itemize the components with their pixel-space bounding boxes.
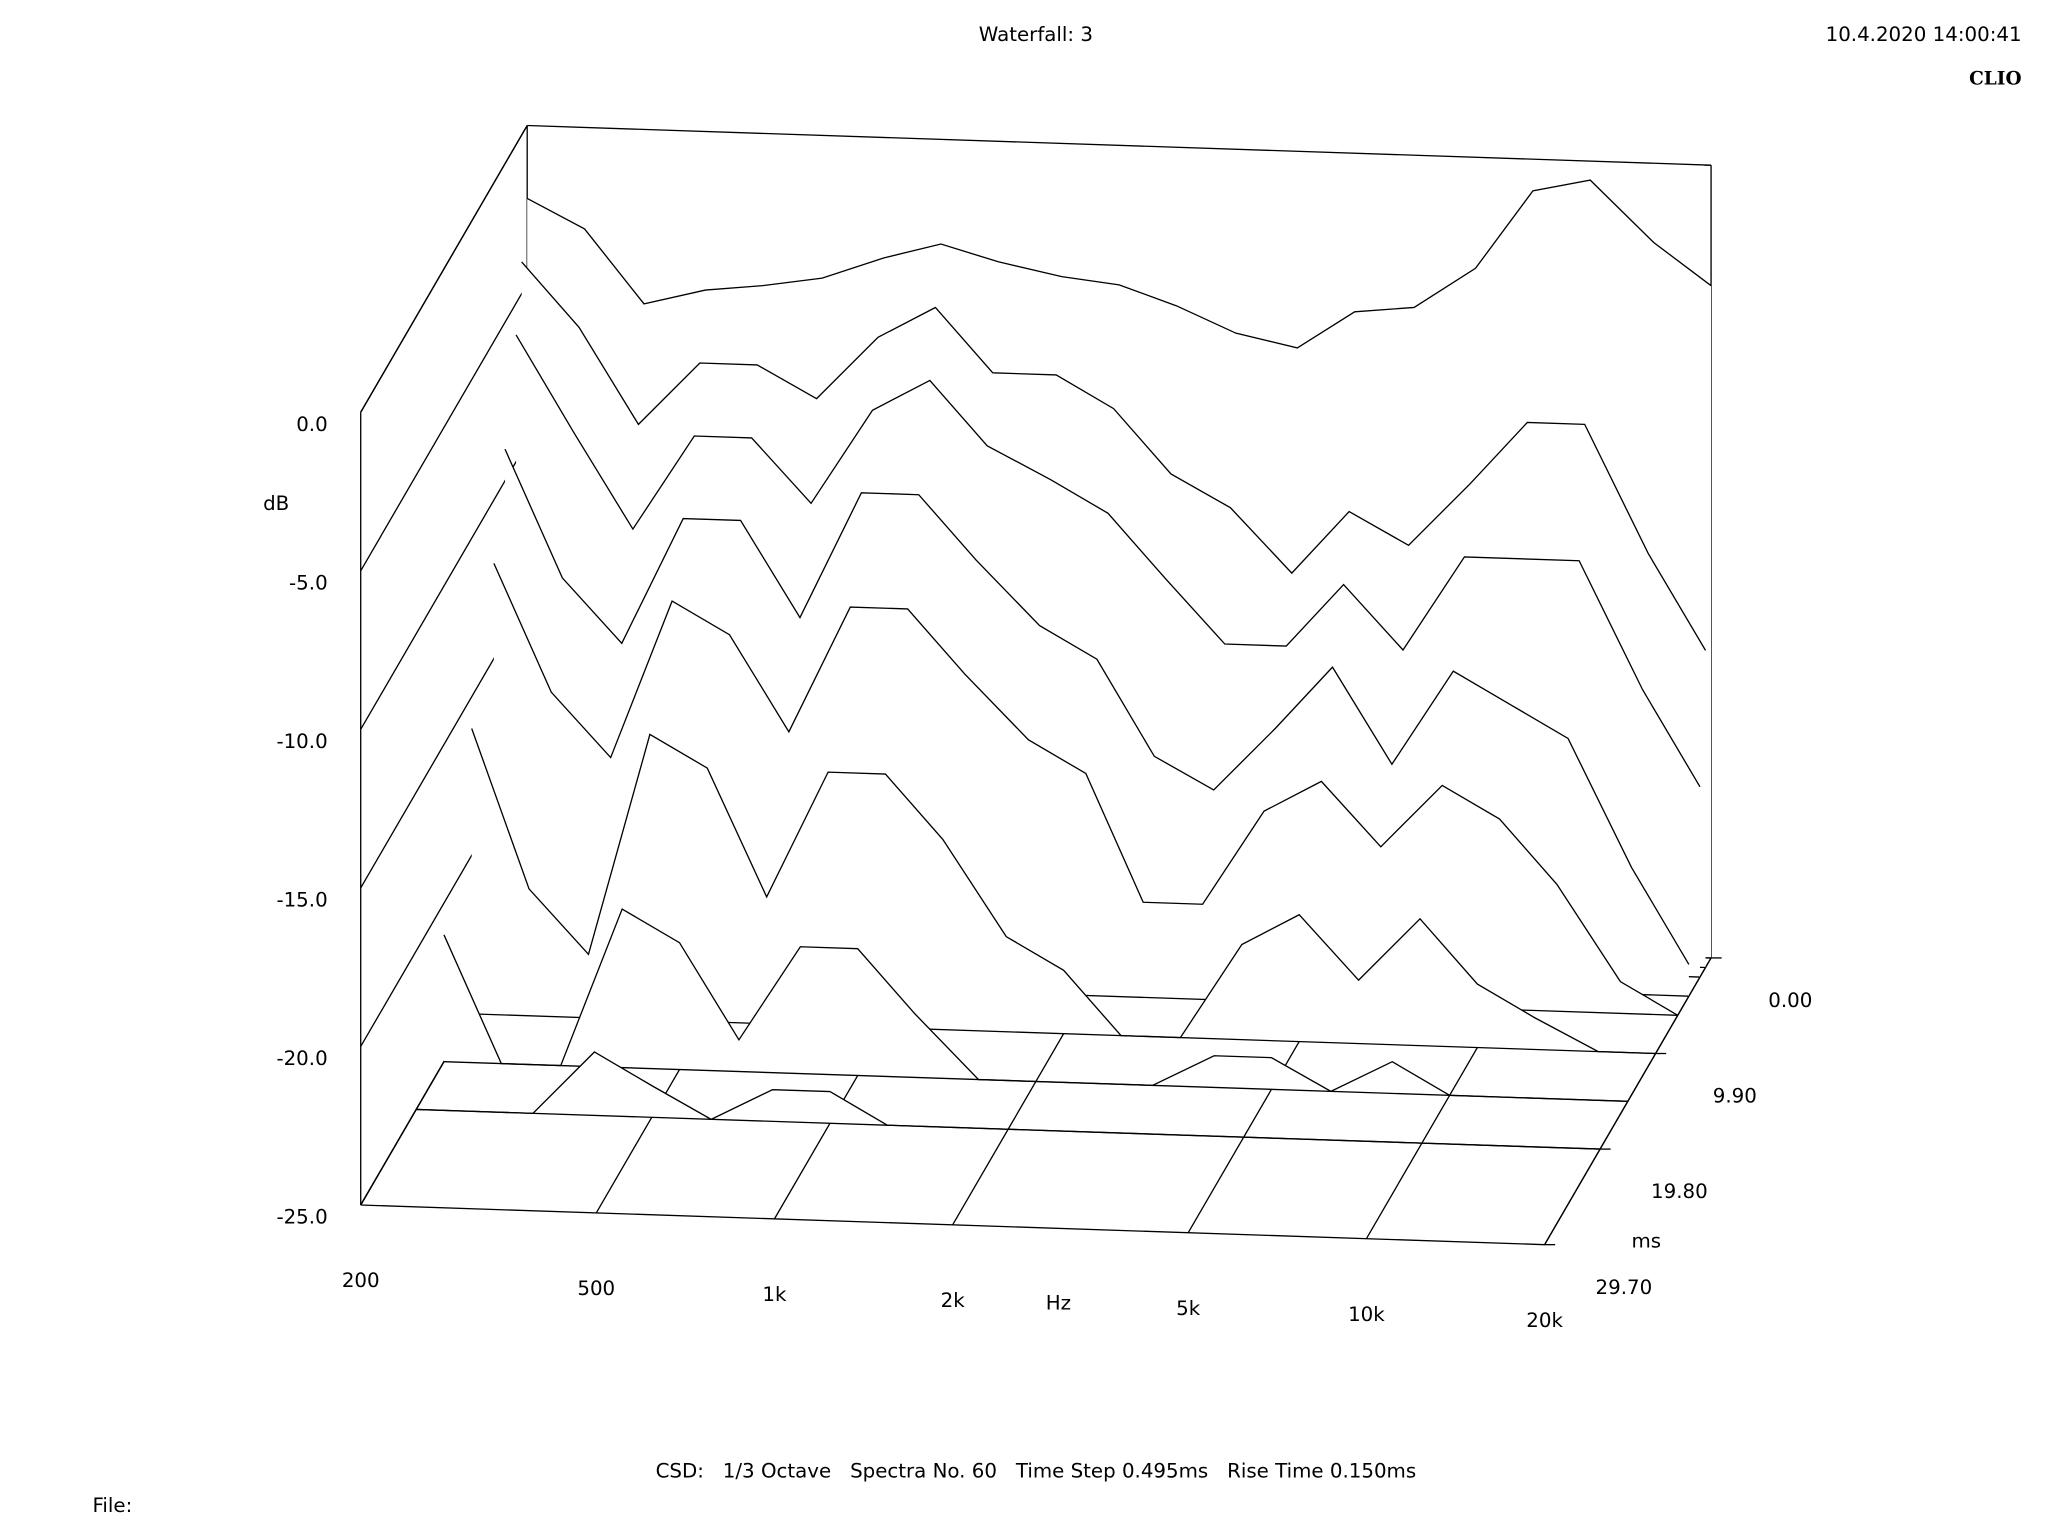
x-tick-label: 1k bbox=[762, 1283, 787, 1306]
spectrum-slice bbox=[471, 728, 1656, 1055]
floor-edge bbox=[360, 1204, 1545, 1246]
brand: CLIO bbox=[1969, 68, 2021, 89]
z-tick-label: 0.00 bbox=[1768, 989, 1812, 1012]
z-tick-label: 9.90 bbox=[1713, 1085, 1757, 1108]
x-tick-label: 20k bbox=[1526, 1309, 1563, 1332]
spectrum-slice bbox=[443, 908, 1628, 1102]
x-tick-label: 5k bbox=[1176, 1297, 1201, 1320]
wall-edge bbox=[527, 124, 1712, 166]
z-tick-label: 29.70 bbox=[1596, 1276, 1653, 1299]
z-axis-label: ms bbox=[1632, 1230, 1662, 1253]
slice-fill bbox=[443, 909, 1628, 1102]
x-tick-label: 10k bbox=[1348, 1303, 1385, 1326]
y-tick-label: -5.0 bbox=[289, 572, 328, 595]
grid-line bbox=[360, 283, 528, 572]
slice-fill bbox=[416, 1051, 1601, 1150]
spectrum-slice bbox=[521, 261, 1707, 651]
x-axis-label: Hz bbox=[1046, 1292, 1071, 1315]
grid-line bbox=[360, 442, 528, 730]
spectrum-slice bbox=[504, 448, 1690, 965]
timestamp: 10.4.2020 14:00:41 bbox=[1826, 23, 2022, 46]
y-tick-label: -25.0 bbox=[276, 1206, 327, 1229]
y-tick-label: -20.0 bbox=[276, 1047, 327, 1070]
footnote: CSD: 1/3 Octave Spectra No. 60 Time Step… bbox=[656, 1459, 1417, 1482]
slice-fill bbox=[471, 728, 1656, 1054]
y-tick-label: -10.0 bbox=[276, 730, 327, 753]
y-tick-label: 0.0 bbox=[296, 413, 327, 436]
y-axis-label: dB bbox=[263, 492, 289, 515]
grid-line bbox=[360, 125, 528, 413]
grid-line bbox=[1544, 957, 1712, 1245]
spectrum-slice bbox=[493, 563, 1679, 1016]
spectrum-slice bbox=[526, 179, 1712, 349]
chart-title: Waterfall: 3 bbox=[979, 23, 1093, 46]
spectrum-slice bbox=[515, 334, 1701, 788]
file-label: File: bbox=[92, 1494, 132, 1517]
z-tick-label: 19.80 bbox=[1651, 1180, 1708, 1203]
x-tick-label: 200 bbox=[342, 1269, 380, 1292]
y-tick-label: -15.0 bbox=[276, 889, 327, 912]
x-tick-label: 2k bbox=[941, 1289, 966, 1312]
x-tick-label: 500 bbox=[577, 1277, 615, 1300]
spectrum-slice bbox=[416, 1051, 1601, 1150]
